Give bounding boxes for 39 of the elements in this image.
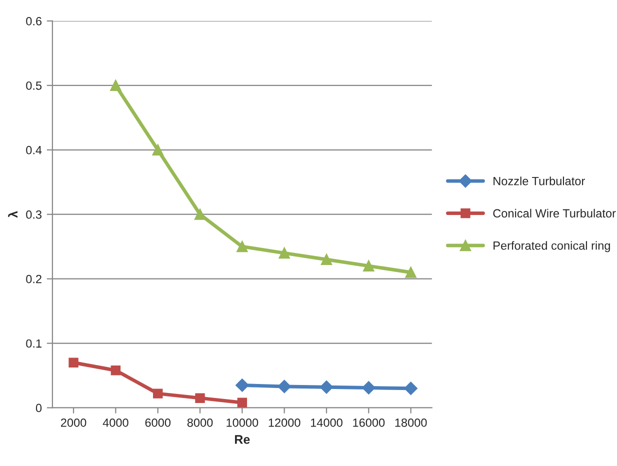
legend-label: Conical Wire Turbulator: [493, 208, 616, 218]
point: [405, 266, 416, 278]
point: [236, 241, 248, 252]
point: [278, 247, 290, 259]
x-tick-label: 2000: [60, 418, 86, 427]
point: [237, 398, 248, 408]
point: [404, 382, 418, 395]
point: [236, 378, 249, 392]
point: [195, 393, 205, 403]
x-tick-label: 16000: [353, 418, 385, 427]
point: [320, 254, 332, 266]
y-tick-label: 0.4: [26, 146, 42, 154]
y-tick-label: 0.3: [26, 210, 42, 219]
point: [362, 381, 376, 394]
x-tick-label: 6000: [145, 418, 171, 427]
point: [152, 388, 163, 398]
legend-label: Perforated conical ring: [494, 241, 610, 252]
y-axis-title: λ: [8, 211, 18, 218]
x-tick-label: 14000: [310, 418, 342, 427]
x-tick-label: 8000: [187, 418, 213, 427]
x-tick-label: 12000: [268, 418, 300, 427]
x-tick-label: 4000: [102, 418, 128, 427]
y-tick-label: 0.5: [26, 81, 42, 90]
legend-label: Nozzle Turbulator: [494, 176, 585, 186]
point: [278, 380, 291, 394]
y-tick-label: 0: [36, 404, 42, 412]
y-tick-label: 0.1: [26, 339, 42, 348]
y-tick-label: 0.6: [26, 17, 42, 26]
x-tick-label: 10000: [226, 418, 258, 427]
point: [110, 366, 121, 376]
x-axis-title: Re: [235, 435, 250, 444]
point: [110, 80, 122, 91]
x-tick-label: 18000: [395, 418, 427, 427]
point: [320, 380, 334, 394]
point: [363, 260, 374, 272]
y-tick-label: 0.2: [26, 274, 42, 284]
point: [194, 208, 206, 220]
point: [68, 358, 78, 368]
point: [152, 144, 164, 156]
